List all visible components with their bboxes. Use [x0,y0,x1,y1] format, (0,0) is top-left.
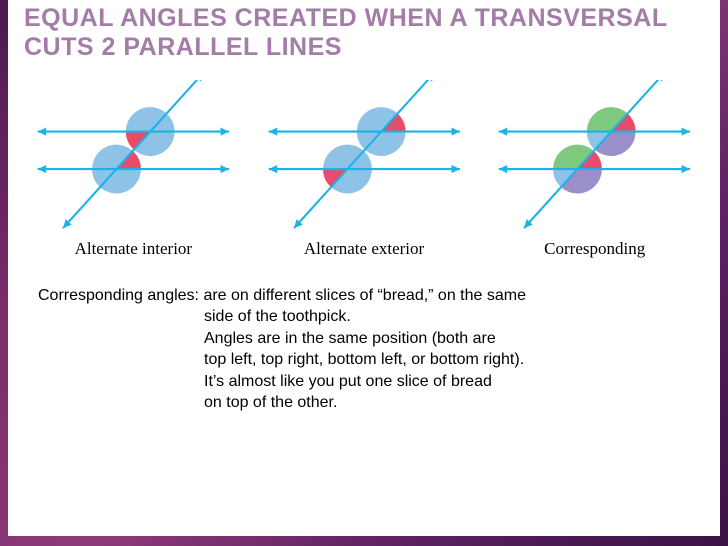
body-line: top left, top right, bottom left, or bot… [38,349,690,371]
diagram-svg-corresponding [483,80,706,230]
diagram-label: Alternate exterior [253,239,476,259]
page-title: Equal angles created when a transversal … [24,4,704,62]
body-line: Angles are in the same position (both ar… [38,328,690,350]
diagram-row: Alternate interior Alternate exterior Co… [8,70,720,265]
diagram-label: Alternate interior [22,239,245,259]
diagram-alternate-interior: Alternate interior [22,80,245,259]
diagram-svg-alt-interior [22,80,245,230]
body-line: Corresponding angles: are on different s… [38,285,690,307]
body-text: Corresponding angles: are on different s… [8,265,720,415]
diagram-alternate-exterior: Alternate exterior [253,80,476,259]
body-line: It’s almost like you put one slice of br… [38,371,690,393]
diagram-corresponding: Corresponding [483,80,706,259]
diagram-svg-alt-exterior [253,80,476,230]
body-line: side of the toothpick. [38,306,690,328]
body-line: on top of the other. [38,392,690,414]
diagram-label: Corresponding [483,239,706,259]
